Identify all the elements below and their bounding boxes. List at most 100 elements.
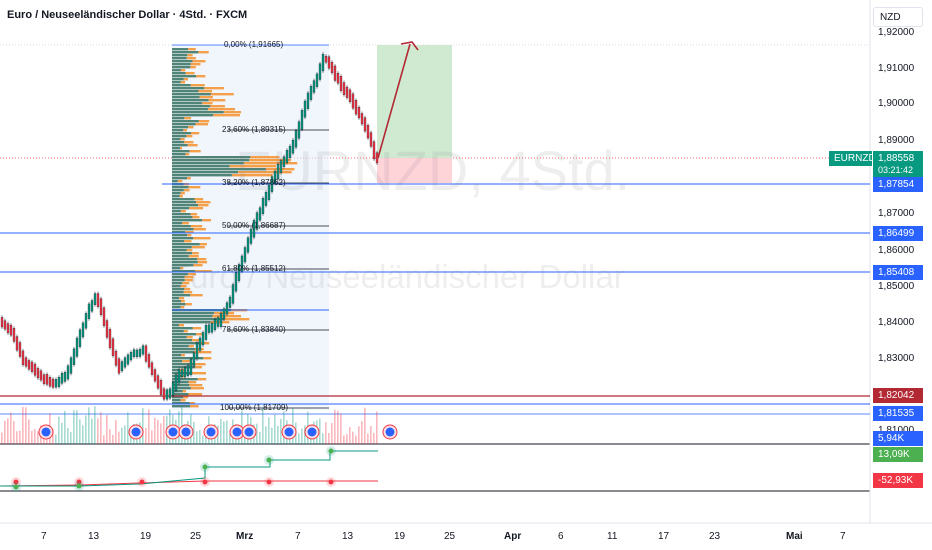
price-axis-label: 1,90000: [878, 98, 915, 109]
profile-bar-buy: [172, 138, 181, 141]
fib-label: 0,00% (1,91665): [224, 40, 284, 49]
volume-bar: [91, 418, 93, 444]
candle-body: [141, 345, 145, 355]
indicator-dot-green: [13, 484, 19, 490]
profile-bar-sell: [191, 246, 205, 249]
profile-bar-sell: [202, 219, 212, 222]
profile-bar-buy: [172, 261, 198, 264]
profile-bar-sell: [187, 234, 192, 237]
profile-bar-buy: [172, 243, 200, 246]
event-markers[interactable]: [38, 424, 398, 440]
event-marker-inner: [41, 427, 51, 437]
profile-bar-buy: [172, 57, 187, 60]
profile-bar-sell: [192, 363, 206, 366]
profile-bar-sell: [192, 327, 202, 330]
volume-bar: [127, 412, 129, 444]
profile-bar-buy: [172, 264, 194, 267]
volume-bar: [340, 413, 342, 444]
profile-bar-sell: [187, 144, 198, 147]
profile-bar-sell: [180, 267, 184, 270]
profile-bar-buy: [172, 219, 203, 222]
volume-profile-histogram: [172, 48, 298, 408]
profile-bar-buy: [172, 324, 179, 327]
candle-body: [66, 365, 70, 380]
profile-bar-buy: [172, 225, 191, 228]
currency-button[interactable]: NZD: [873, 7, 923, 27]
candle-body: [33, 363, 37, 376]
profile-bar-buy: [172, 378, 198, 381]
candle-body: [36, 368, 40, 379]
profile-bar-sell: [189, 384, 203, 387]
time-axis-label: 6: [558, 531, 564, 542]
candle-body: [45, 374, 49, 385]
profile-bar-buy: [172, 201, 197, 204]
volume-bar: [67, 428, 69, 444]
loss-zone[interactable]: [377, 158, 452, 183]
candle-body: [357, 107, 361, 119]
profile-bar-sell: [182, 360, 190, 363]
level-tag-1: 1,87854: [873, 177, 923, 192]
profile-bar-sell: [198, 90, 213, 93]
candle-body: [171, 382, 175, 396]
candle-body: [21, 350, 25, 365]
candle-body: [114, 350, 118, 366]
profile-bar-buy: [172, 186, 189, 189]
profile-bar-sell: [183, 396, 189, 399]
profile-bar-buy: [172, 60, 193, 63]
profile-bar-sell: [189, 207, 204, 210]
volume-bar: [70, 432, 72, 444]
candle-body: [147, 354, 151, 368]
event-marker-inner: [385, 427, 395, 437]
profile-bar-buy: [172, 93, 211, 96]
profile-bar-buy: [172, 120, 199, 123]
indicator-dot-green: [328, 448, 334, 454]
candle-body: [180, 369, 184, 377]
profile-bar-sell: [202, 102, 213, 105]
profile-bar-sell: [189, 402, 195, 405]
projection-arrow[interactable]: [377, 43, 411, 159]
volume-bar: [16, 431, 18, 444]
profile-bar-sell: [192, 339, 200, 342]
candle-body: [213, 319, 217, 330]
profile-bar-sell: [182, 282, 190, 285]
candle-body: [363, 117, 367, 132]
profile-bar-sell: [180, 192, 185, 195]
candle-body: [351, 93, 355, 109]
candle-body: [264, 192, 268, 206]
fibonacci-retracement[interactable]: [172, 44, 329, 409]
profile-bar-sell: [210, 105, 225, 108]
profile-bar-sell: [183, 330, 188, 333]
profile-bar-buy: [172, 198, 195, 201]
profile-bar-sell: [191, 372, 206, 375]
profile-bar-sell: [185, 153, 190, 156]
candle-body: [57, 376, 61, 387]
profile-bar-buy: [172, 135, 187, 138]
volume-bar: [118, 431, 120, 444]
profile-bar-sell: [183, 129, 188, 132]
indicator-dots: [11, 446, 336, 492]
profile-bar-buy: [172, 213, 191, 216]
volume-bar: [79, 419, 81, 444]
profile-bar-sell: [188, 186, 201, 189]
profile-bar-sell: [186, 135, 193, 138]
profile-bar-buy: [172, 231, 186, 234]
profile-bar-buy: [172, 285, 181, 288]
profile-bar-buy: [172, 303, 186, 306]
time-axis-label: 23: [709, 531, 721, 542]
profile-bar-buy: [172, 162, 244, 165]
candle-body: [282, 156, 286, 167]
profile-bar-buy: [172, 393, 189, 396]
profile-bar-buy: [172, 165, 230, 168]
fib-label: 23,60% (1,89315): [222, 125, 286, 134]
candle-body: [156, 375, 160, 389]
candle-body: [234, 272, 238, 292]
profile-bar-buy: [172, 237, 194, 240]
profile-bar-buy: [172, 273, 188, 276]
profile-bar-buy: [172, 180, 178, 183]
profile-bar-buy: [172, 72, 186, 75]
profit-zone[interactable]: [377, 45, 452, 158]
profile-bar-buy: [172, 402, 190, 405]
profile-bar-sell: [195, 123, 209, 126]
profile-bar-sell: [187, 177, 191, 180]
